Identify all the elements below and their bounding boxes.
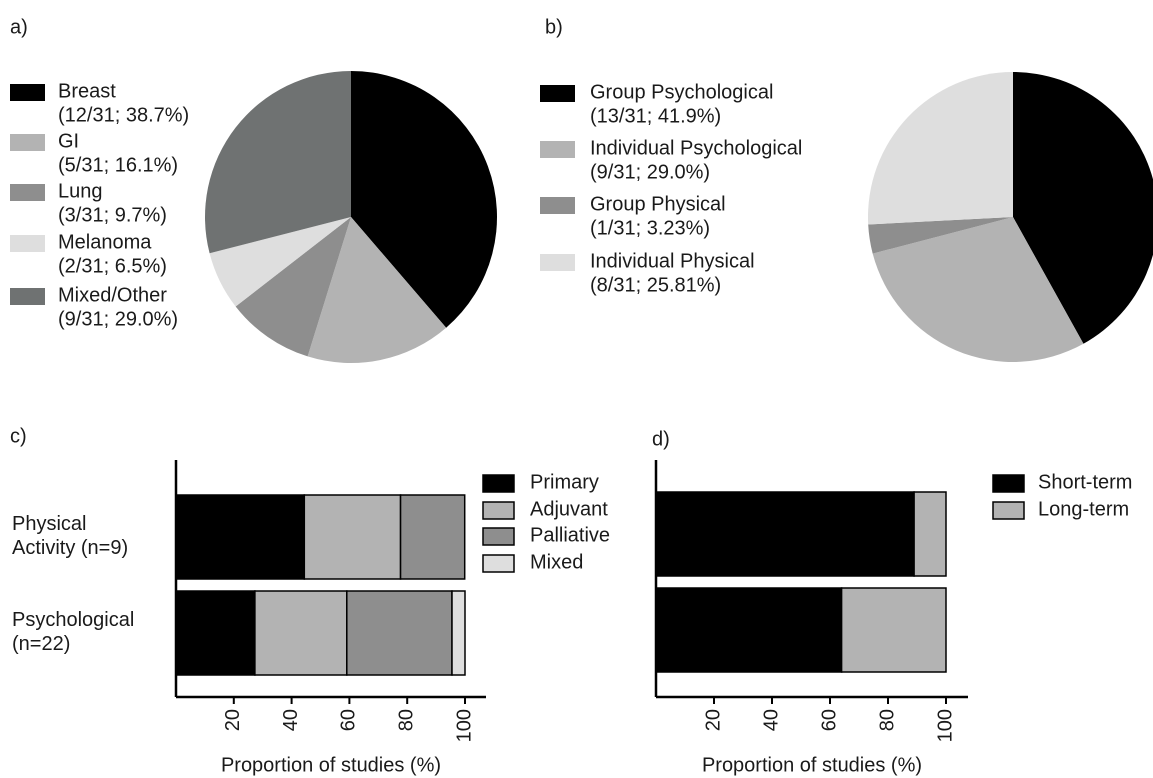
legend-label: Melanoma xyxy=(58,231,152,253)
x-tick-label: 20 xyxy=(702,709,724,731)
legend-swatch xyxy=(540,141,575,158)
bar-segment xyxy=(451,590,466,676)
legend-swatch xyxy=(10,134,45,151)
legend-swatch xyxy=(10,184,45,201)
legend-swatch xyxy=(540,254,575,271)
legend-label: Adjuvant xyxy=(530,498,608,520)
legend-swatch xyxy=(10,235,45,252)
legend-swatch xyxy=(992,474,1025,493)
pie-slice xyxy=(209,217,351,307)
legend-value: (1/31; 3.23%) xyxy=(590,217,710,239)
legend-swatch xyxy=(482,527,515,546)
legend-value: (5/31; 16.1%) xyxy=(58,154,178,176)
legend-label: GI xyxy=(58,130,79,152)
legend-value: (12/31; 38.7%) xyxy=(58,104,189,126)
legend-label: Lung xyxy=(58,180,103,202)
legend-value: (8/31; 25.81%) xyxy=(590,274,721,296)
legend-swatch xyxy=(10,288,45,305)
legend-value: (2/31; 6.5%) xyxy=(58,255,167,277)
category-label: Psychological (n=22) xyxy=(12,609,140,655)
x-tick-label: 100 xyxy=(934,709,956,742)
legend-label: Group Physical xyxy=(590,193,726,215)
legend-label: Mixed/Other xyxy=(58,284,167,306)
x-tick-label: 80 xyxy=(876,709,898,731)
legend-swatch xyxy=(992,501,1025,520)
x-tick-label: 20 xyxy=(222,709,244,731)
bar-segment xyxy=(346,590,453,676)
pie-slice xyxy=(351,71,497,328)
category-label: Physical Activity (n=9) xyxy=(12,513,128,559)
bar-segment xyxy=(913,491,947,577)
bar-segment xyxy=(655,587,843,673)
legend-value: (9/31; 29.0%) xyxy=(58,308,178,330)
x-tick-label: 80 xyxy=(395,709,417,731)
legend-swatch xyxy=(482,554,515,573)
bar-segment xyxy=(399,494,466,580)
panel-label: b) xyxy=(545,16,563,38)
panel-label: d) xyxy=(652,428,670,450)
bar-segment xyxy=(655,491,915,577)
legend-swatch xyxy=(10,84,45,101)
pie-slice xyxy=(235,217,351,357)
bar-segment xyxy=(254,590,348,676)
pie-slice xyxy=(868,217,1013,254)
legend-label: Short-term xyxy=(1038,471,1132,493)
legend-label: Long-term xyxy=(1038,498,1129,520)
pie-slice xyxy=(872,217,1084,363)
legend-label: Individual Physical xyxy=(590,250,755,272)
x-tick-label: 40 xyxy=(760,709,782,731)
pie-slice xyxy=(307,217,447,363)
x-tick-label: 60 xyxy=(338,709,360,731)
legend-value: (9/31; 29.0%) xyxy=(590,161,710,183)
x-tick-label: 60 xyxy=(818,709,840,731)
legend-label: Primary xyxy=(530,471,599,493)
x-tick-label: 100 xyxy=(453,709,475,742)
panel-label: a) xyxy=(10,16,28,38)
bar-segment xyxy=(303,494,402,580)
legend-label: Individual Psychological xyxy=(590,137,802,159)
bar-segment xyxy=(175,494,306,580)
legend-value: (3/31; 9.7%) xyxy=(58,204,167,226)
legend-label: Group Psychological xyxy=(590,81,773,103)
legend-label: Mixed xyxy=(530,551,583,573)
x-tick-label: 40 xyxy=(280,709,302,731)
legend-value: (13/31; 41.9%) xyxy=(590,105,721,127)
legend-swatch xyxy=(482,474,515,493)
legend-label: Breast xyxy=(58,80,116,102)
legend-label: Palliative xyxy=(530,524,610,546)
legend-swatch xyxy=(482,501,515,520)
x-axis-label: Proportion of studies (%) xyxy=(221,754,441,776)
legend-swatch xyxy=(540,85,575,102)
legend-swatch xyxy=(540,197,575,214)
x-axis-label: Proportion of studies (%) xyxy=(702,754,922,776)
pie-slice xyxy=(868,72,1013,225)
bar-segment xyxy=(840,587,947,673)
pie-slice xyxy=(1013,72,1153,344)
bar-segment xyxy=(175,590,256,676)
pie-slice xyxy=(204,71,351,254)
panel-label: c) xyxy=(10,425,27,447)
